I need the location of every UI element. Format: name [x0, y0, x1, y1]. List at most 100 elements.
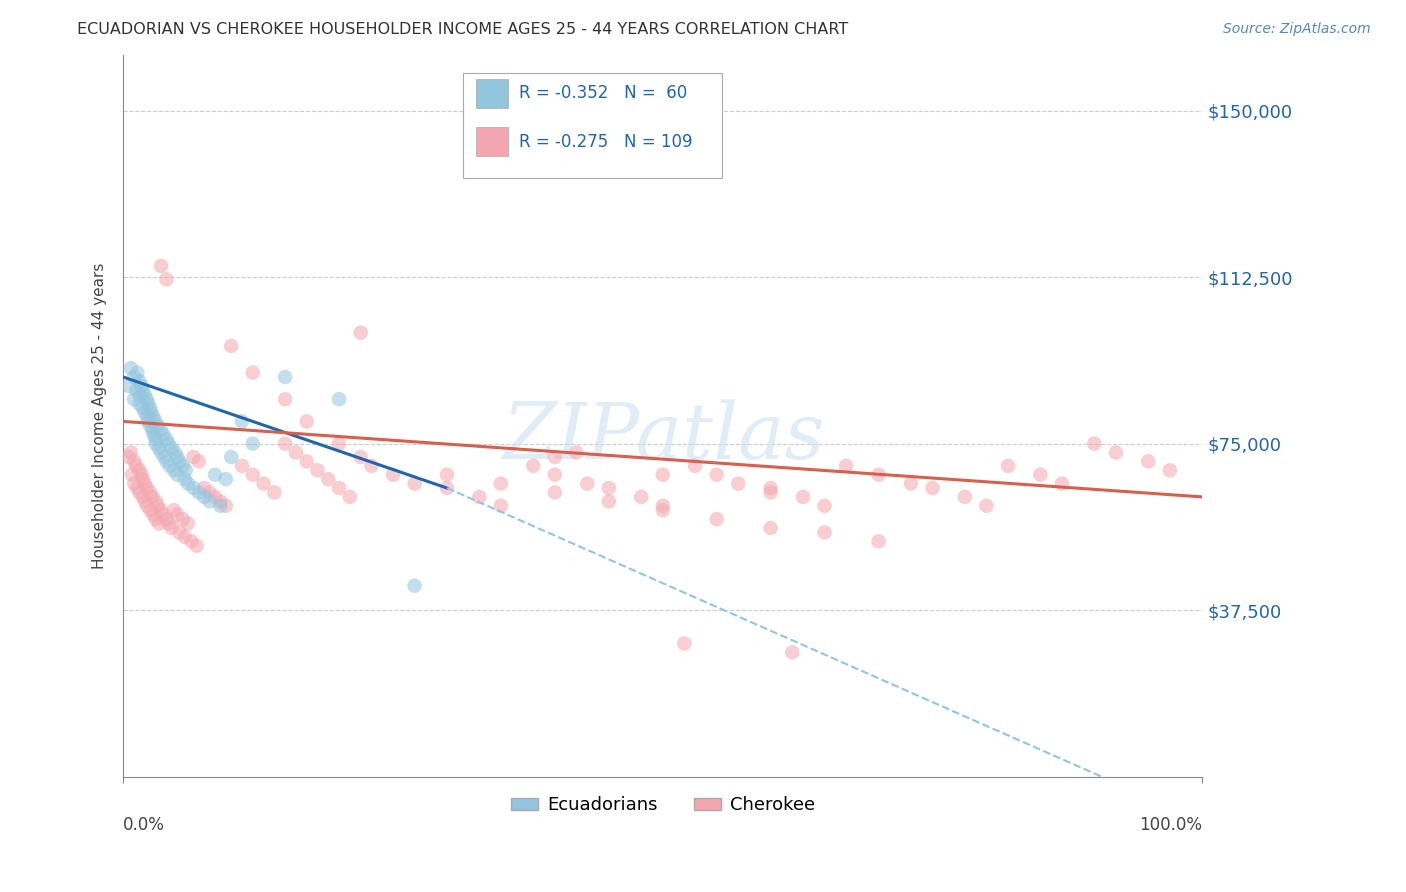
Point — [139, 485, 162, 500]
Point — [489, 499, 512, 513]
Point — [150, 259, 173, 273]
Point — [141, 490, 163, 504]
Point — [131, 467, 153, 482]
Point — [173, 530, 195, 544]
Point — [274, 392, 297, 407]
Point — [198, 494, 221, 508]
Point — [166, 508, 188, 522]
Text: R = -0.275   N = 109: R = -0.275 N = 109 — [519, 133, 693, 151]
Point — [274, 436, 297, 450]
Point — [186, 539, 208, 553]
Point — [544, 450, 567, 464]
Point — [145, 512, 167, 526]
Point — [544, 467, 567, 482]
Point — [489, 476, 512, 491]
Point — [155, 512, 177, 526]
Point — [759, 481, 782, 495]
Point — [173, 472, 195, 486]
Point — [174, 463, 197, 477]
Point — [274, 370, 297, 384]
Point — [139, 401, 162, 416]
Point — [759, 485, 782, 500]
Point — [1105, 445, 1128, 459]
Point — [127, 481, 149, 495]
Text: ZIPatlas: ZIPatlas — [502, 400, 824, 475]
Point — [219, 450, 242, 464]
Point — [328, 392, 350, 407]
Point — [284, 445, 307, 459]
Point — [145, 494, 167, 508]
Point — [125, 458, 148, 473]
Point — [263, 485, 285, 500]
Point — [630, 490, 652, 504]
Point — [436, 467, 458, 482]
FancyBboxPatch shape — [477, 79, 509, 108]
Point — [120, 361, 142, 376]
Point — [997, 458, 1019, 473]
Point — [204, 467, 226, 482]
Text: 100.0%: 100.0% — [1139, 816, 1202, 834]
Point — [835, 458, 858, 473]
Point — [1083, 436, 1105, 450]
Point — [177, 476, 200, 491]
Point — [148, 516, 170, 531]
Point — [565, 445, 588, 459]
Point — [165, 445, 187, 459]
Point — [152, 508, 174, 522]
Point — [706, 467, 728, 482]
Point — [163, 503, 186, 517]
Point — [136, 392, 159, 407]
Point — [136, 397, 159, 411]
Point — [316, 472, 339, 486]
Point — [146, 499, 169, 513]
Text: 0.0%: 0.0% — [124, 816, 165, 834]
Point — [141, 406, 163, 420]
FancyBboxPatch shape — [463, 73, 723, 178]
Point — [252, 476, 274, 491]
Point — [231, 414, 253, 428]
Point — [169, 525, 191, 540]
Point — [1137, 454, 1160, 468]
Point — [522, 458, 544, 473]
Point — [128, 463, 150, 477]
Point — [172, 512, 194, 526]
Point — [183, 481, 205, 495]
Point — [152, 427, 174, 442]
Point — [436, 481, 458, 495]
Point — [792, 490, 814, 504]
Point — [155, 272, 177, 286]
Point — [673, 636, 696, 650]
Point — [1159, 463, 1181, 477]
Point — [215, 472, 238, 486]
Point — [651, 467, 673, 482]
Point — [187, 485, 209, 500]
Point — [136, 499, 159, 513]
Point — [598, 494, 620, 508]
Legend: Ecuadorians, Cherokee: Ecuadorians, Cherokee — [503, 789, 823, 822]
Point — [198, 485, 221, 500]
Point — [976, 499, 998, 513]
Point — [382, 467, 405, 482]
Point — [145, 432, 167, 446]
Point — [134, 494, 156, 508]
Point — [139, 503, 162, 517]
Point — [598, 481, 620, 495]
Point — [404, 579, 426, 593]
Point — [142, 409, 165, 424]
Point — [813, 525, 835, 540]
Point — [160, 521, 183, 535]
Point — [242, 467, 264, 482]
Point — [160, 441, 183, 455]
Point — [242, 436, 264, 450]
Point — [193, 481, 215, 495]
Point — [209, 494, 232, 508]
FancyBboxPatch shape — [477, 128, 509, 156]
Point — [1050, 476, 1073, 491]
Point — [153, 450, 176, 464]
Point — [780, 645, 803, 659]
Text: Source: ZipAtlas.com: Source: ZipAtlas.com — [1223, 22, 1371, 37]
Point — [868, 467, 890, 482]
Point — [139, 418, 162, 433]
Point — [328, 436, 350, 450]
Point — [307, 463, 329, 477]
